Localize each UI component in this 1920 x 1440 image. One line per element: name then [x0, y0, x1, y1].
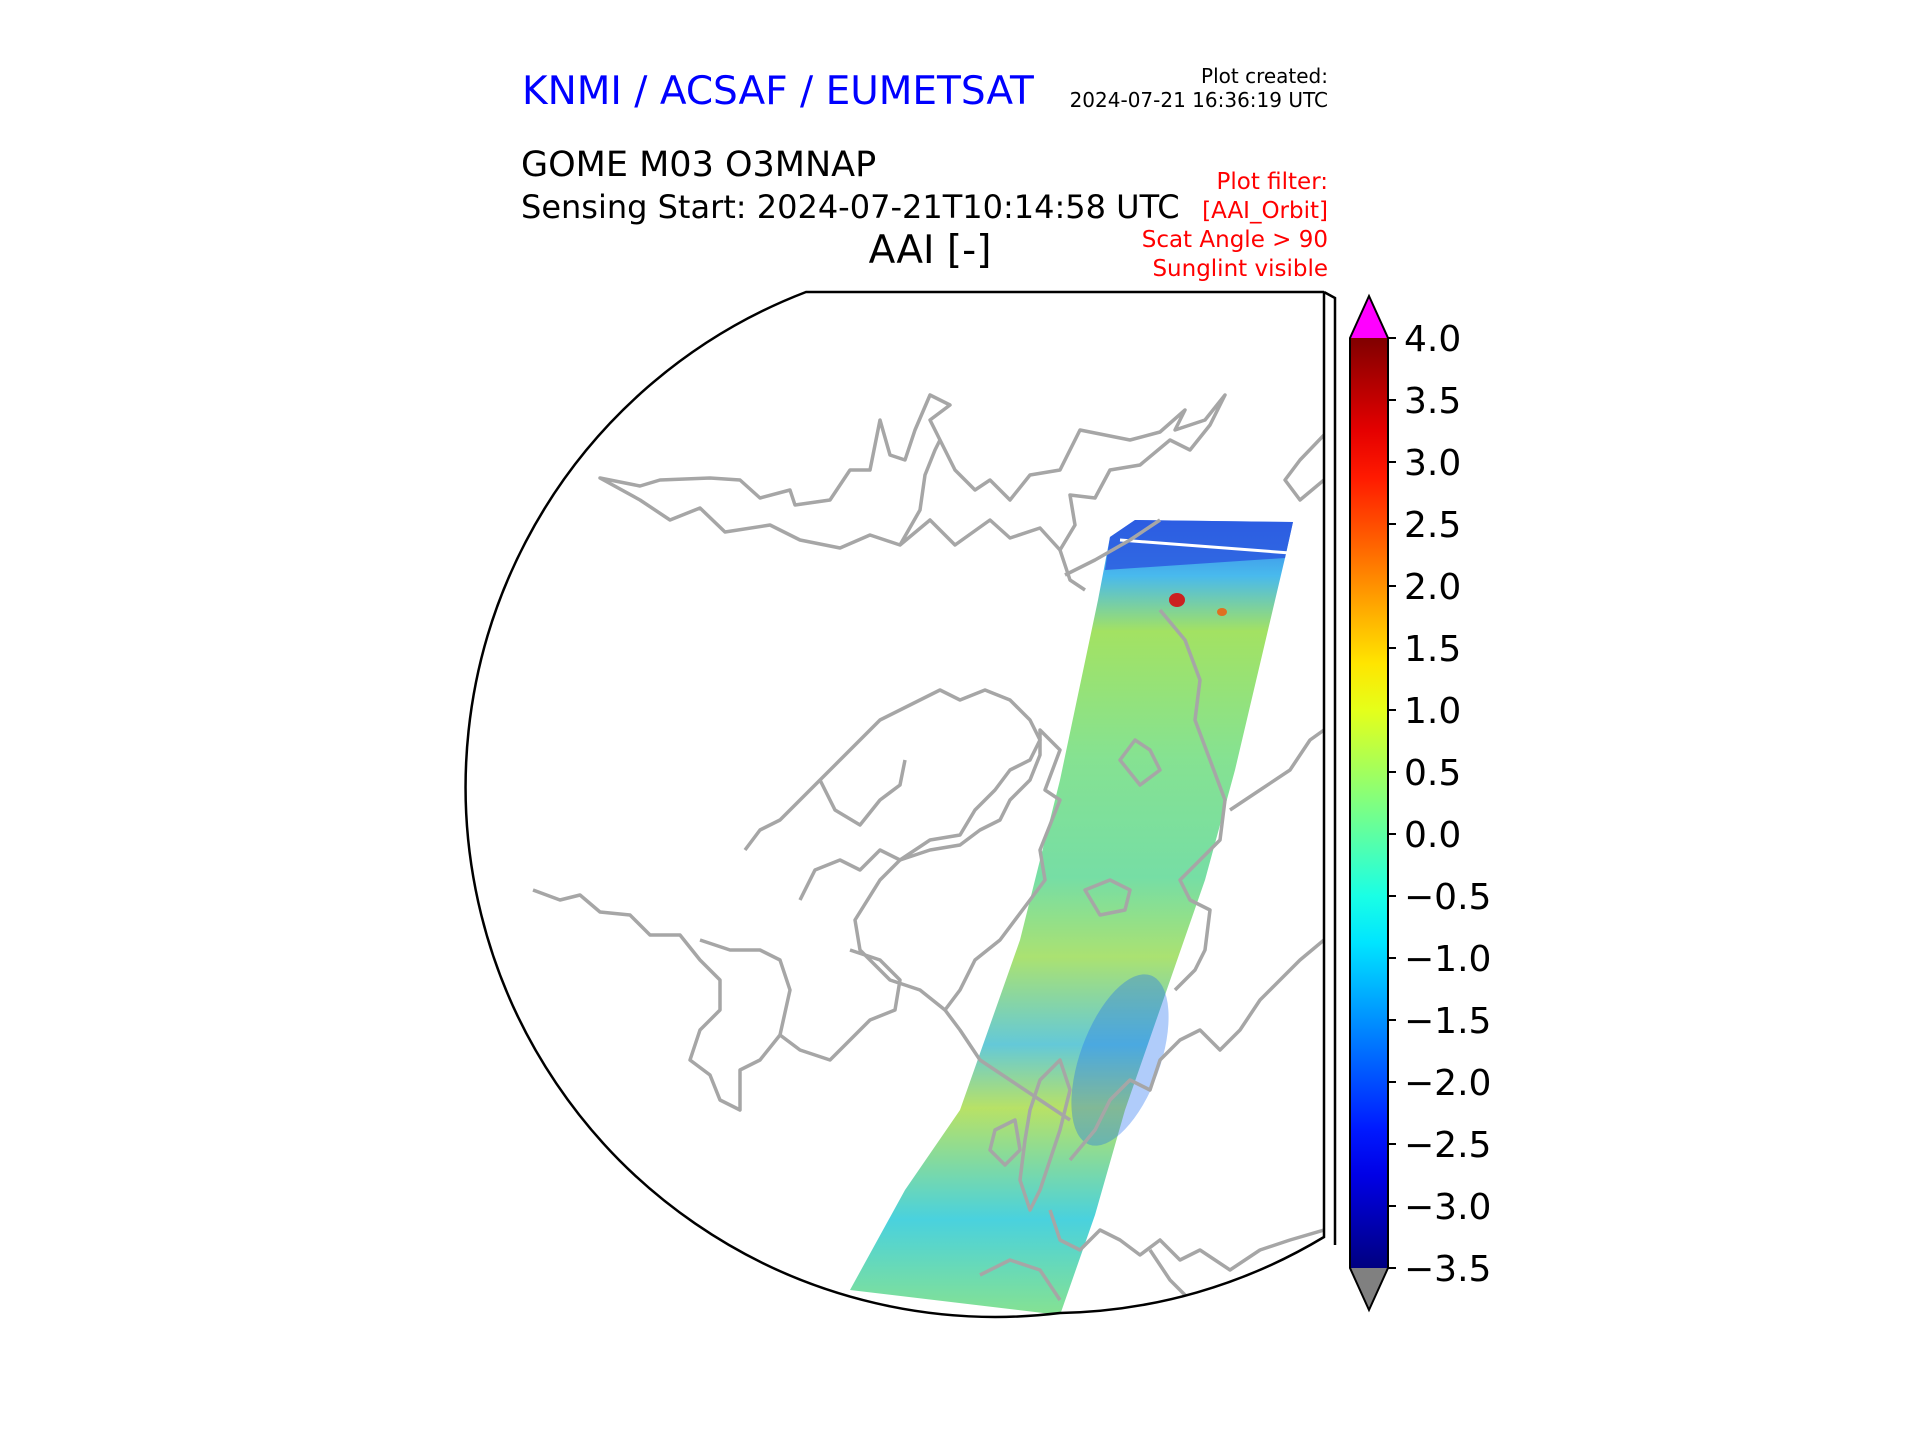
colorbar-tick-label: −2.5 — [1404, 1125, 1491, 1166]
colorbar-gradient — [1350, 338, 1388, 1268]
colorbar-tick-label: 1.0 — [1404, 691, 1461, 732]
colorbar-tick-label: 2.0 — [1404, 567, 1461, 608]
coast-hudson-bay — [778, 948, 902, 1062]
map-border-corner — [1323, 290, 1337, 1245]
aai-swath — [850, 520, 1293, 1315]
sensing-start: Sensing Start: 2024-07-21T10:14:58 UTC — [521, 188, 1180, 226]
plot-filter-orbit: [AAI_Orbit] — [1202, 198, 1328, 224]
colorbar-tick-label: −1.5 — [1404, 1001, 1491, 1042]
aai-low-region — [1071, 974, 1169, 1146]
coast-alaska — [532, 888, 792, 1112]
colorbar-tick-label: 3.5 — [1404, 381, 1461, 422]
organization-header: KNMI / ACSAF / EUMETSAT — [522, 69, 1034, 114]
coast-svalbard — [1118, 738, 1162, 787]
coast-siberia — [598, 393, 1227, 552]
colorbar-tick-label: 4.0 — [1404, 319, 1461, 360]
map-border — [464, 290, 1326, 1319]
coast-europe-south — [1048, 1209, 1324, 1272]
coast-labrador — [943, 1008, 1071, 1122]
aai-hotspot — [1169, 593, 1185, 607]
colorbar: −3.5 −3.0 −2.5 −2.0 −1.5 −1.0 −0.5 0.0 0.5 1.0 1.5… — [1349, 293, 1491, 1313]
colorbar-tick-label: 0.5 — [1404, 753, 1461, 794]
coast-iberia — [979, 1258, 1062, 1301]
colorbar-tick-label: 3.0 — [1404, 443, 1461, 484]
colorbar-tick-label: −3.5 — [1404, 1249, 1491, 1290]
colorbar-tick-label: 1.5 — [1404, 629, 1461, 670]
coastlines — [532, 393, 1324, 1317]
coast-italy — [1148, 1249, 1202, 1317]
coast-taymyr — [898, 439, 942, 546]
plot-created-label: Plot created: — [1201, 64, 1328, 88]
variable-title: AAI [-] — [868, 228, 992, 273]
colorbar-tick-label: −1.0 — [1404, 939, 1491, 980]
plot-filter-label: Plot filter: — [1216, 169, 1328, 195]
coast-novaya-zemlya — [1064, 518, 1161, 577]
colorbar-under-extension — [1350, 1268, 1388, 1310]
plot-filter-sunglint: Sunglint visible — [1152, 256, 1328, 282]
coast-iceland — [1083, 878, 1132, 917]
plot-filter-scat-angle: Scat Angle > 90 — [1141, 227, 1328, 253]
coast-kamchatka — [1283, 433, 1324, 502]
plot-created-timestamp: 2024-07-21 16:36:19 UTC — [1069, 88, 1328, 112]
product-title: GOME M03 O3MNAP — [521, 145, 877, 185]
coast-canada-arctic — [743, 688, 1042, 901]
coast-russia-west — [1229, 728, 1324, 812]
coast-europe — [1068, 938, 1324, 1162]
coast-great-britain — [1018, 1058, 1072, 1212]
coast-ireland — [988, 1118, 1022, 1167]
swath-data-gap — [1119, 538, 1291, 555]
colorbar-tick-label: −2.0 — [1404, 1063, 1491, 1104]
colorbar-over-extension — [1350, 296, 1388, 338]
coast-greenland — [853, 728, 1062, 1012]
colorbar-tick-label: 2.5 — [1404, 505, 1461, 546]
colorbar-tick-label: −0.5 — [1404, 877, 1491, 918]
coast-chukotka — [1058, 549, 1086, 592]
aai-hotspot — [1217, 608, 1227, 616]
colorbar-tick-label: −3.0 — [1404, 1187, 1491, 1228]
coast-baffin-island — [818, 759, 907, 827]
colorbar-tick-label: 0.0 — [1404, 815, 1461, 856]
coast-scandinavia — [1158, 608, 1227, 992]
